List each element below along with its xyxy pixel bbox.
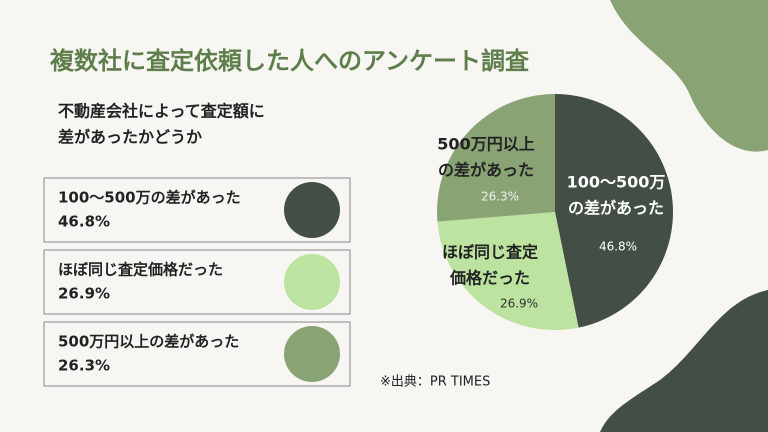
subtitle: 差があったかどうか [58,128,202,147]
slice-value: 26.9% [500,297,538,311]
slice-label: の差があった [568,199,664,218]
legend-box [43,249,351,315]
title: 複数社に査定依頼した人へのアンケート調査 [50,47,529,75]
legend-swatch [284,254,340,310]
decor-blob [610,0,768,152]
legend-value: 46.8% [58,213,110,231]
pie-slice [437,212,579,330]
legend-label: 100〜500万の差があった [58,189,241,207]
slice-label: 100〜500万 [567,173,666,192]
legend-value: 26.9% [58,285,110,303]
slice-label: の差があった [438,161,534,180]
legend-box [43,321,351,387]
legend-swatch [284,182,340,238]
slice-label: 500万円以上 [437,135,534,154]
legend-value: 26.3% [58,357,110,375]
subtitle: 不動産会社によって査定額に [58,102,265,121]
legend-box [43,177,351,243]
slice-label: ほぼ同じ査定 [442,243,538,262]
legend-swatch [284,326,340,382]
legend-label: ほぼ同じ査定価格だった [58,261,223,279]
slice-label: 価格だった [449,269,530,288]
pie-slice [555,94,674,328]
source: ※出典：PR TIMES [380,375,490,390]
slice-value: 26.3% [481,190,519,204]
slice-value: 46.8% [599,240,637,254]
decor-blob [600,290,768,432]
pie-slice [437,94,555,222]
legend-label: 500万円以上の差があった [58,333,239,351]
